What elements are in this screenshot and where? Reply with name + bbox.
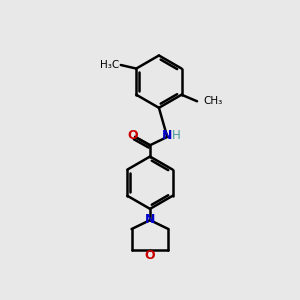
Text: H₃C: H₃C bbox=[100, 60, 119, 70]
Text: O: O bbox=[128, 129, 138, 142]
Text: N: N bbox=[145, 213, 155, 226]
Text: H: H bbox=[172, 129, 181, 142]
Text: N: N bbox=[162, 129, 173, 142]
Text: O: O bbox=[145, 249, 155, 262]
Text: CH₃: CH₃ bbox=[203, 96, 222, 106]
